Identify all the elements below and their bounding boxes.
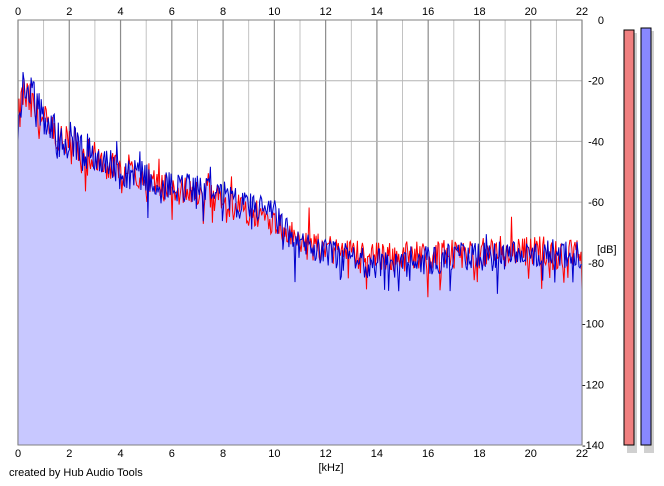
x-tick-label-bottom: 18 <box>473 448 485 460</box>
x-tick-label-top: 18 <box>473 6 485 18</box>
plot-frame <box>17 19 583 446</box>
plot-border <box>17 19 583 446</box>
y-tick-label: -140 <box>582 440 604 452</box>
x-tick-label-bottom: 4 <box>117 448 123 460</box>
x-tick-label-bottom: 6 <box>169 448 175 460</box>
tick-labels: 002244668810101212141416161818202022220-… <box>15 6 604 460</box>
x-tick-label-top: 6 <box>169 6 175 18</box>
x-tick-label-bottom: 20 <box>525 448 537 460</box>
credit-text: created by Hub Audio Tools <box>9 467 143 479</box>
y-tick-label: -100 <box>582 319 604 331</box>
left-level-meter <box>623 29 635 446</box>
x-tick-label-bottom: 16 <box>422 448 434 460</box>
series-lines <box>17 72 583 298</box>
x-tick-label-top: 12 <box>320 6 332 18</box>
x-tick-label-top: 20 <box>525 6 537 18</box>
x-tick-label-top: 0 <box>15 6 21 18</box>
x-tick-label-top: 10 <box>268 6 280 18</box>
x-tick-label-bottom: 14 <box>371 448 383 460</box>
x-tick-label-bottom: 10 <box>268 448 280 460</box>
blue-channel-line <box>17 72 583 294</box>
level-meters <box>623 27 654 453</box>
x-tick-label-top: 4 <box>117 6 123 18</box>
y-tick-label: -120 <box>582 379 604 391</box>
y-tick-label: -20 <box>588 76 604 88</box>
x-tick-label-bottom: 12 <box>320 448 332 460</box>
x-tick-label-top: 16 <box>422 6 434 18</box>
x-tick-label-bottom: 2 <box>66 448 72 460</box>
x-tick-label-top: 22 <box>576 6 588 18</box>
y-tick-label: -60 <box>588 197 604 209</box>
y-tick-label: 0 <box>598 15 604 27</box>
x-axis-label: [kHz] <box>318 462 343 474</box>
y-axis-label: [dB] <box>597 244 617 256</box>
right-level-meter <box>640 27 652 446</box>
x-tick-label-top: 8 <box>220 6 226 18</box>
x-tick-label-top: 2 <box>66 6 72 18</box>
x-tick-label-bottom: 8 <box>220 448 226 460</box>
x-tick-label-bottom: 22 <box>576 448 588 460</box>
y-tick-label: -80 <box>588 258 604 270</box>
x-tick-label-top: 14 <box>371 6 383 18</box>
y-tick-label: -40 <box>588 136 604 148</box>
x-tick-label-bottom: 0 <box>15 448 21 460</box>
